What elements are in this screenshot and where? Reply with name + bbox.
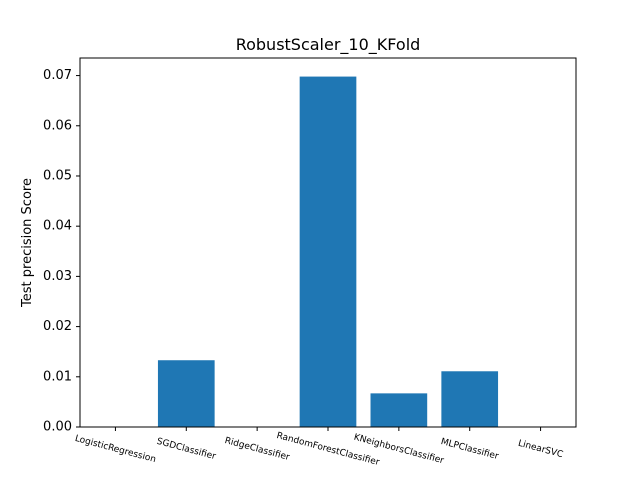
y-tick-label: 0.01	[43, 369, 72, 384]
y-tick-label: 0.03	[43, 269, 72, 284]
plot-frame	[79, 57, 577, 428]
y-tick-label: 0.05	[43, 168, 72, 183]
bars-layer	[157, 76, 499, 428]
chart-title: RobustScaler_10_KFold	[236, 35, 421, 55]
y-axis-label: Test precision Score	[20, 178, 35, 308]
y-tick-label: 0.00	[43, 420, 72, 435]
y-tick-label: 0.07	[43, 68, 72, 83]
y-axis: 0.00 0.01 0.02 0.03 0.04 0.05 0.06 0.07	[43, 68, 80, 435]
bar-RandomForestClassifier	[299, 76, 357, 428]
bar-SGDClassifier	[157, 360, 215, 427]
bar-KNeighborsClassifier	[370, 393, 428, 427]
y-tick-label: 0.02	[43, 319, 72, 334]
y-tick-label: 0.04	[43, 219, 72, 234]
y-tick-label: 0.06	[43, 118, 72, 133]
bar-MLPClassifier	[441, 371, 499, 427]
